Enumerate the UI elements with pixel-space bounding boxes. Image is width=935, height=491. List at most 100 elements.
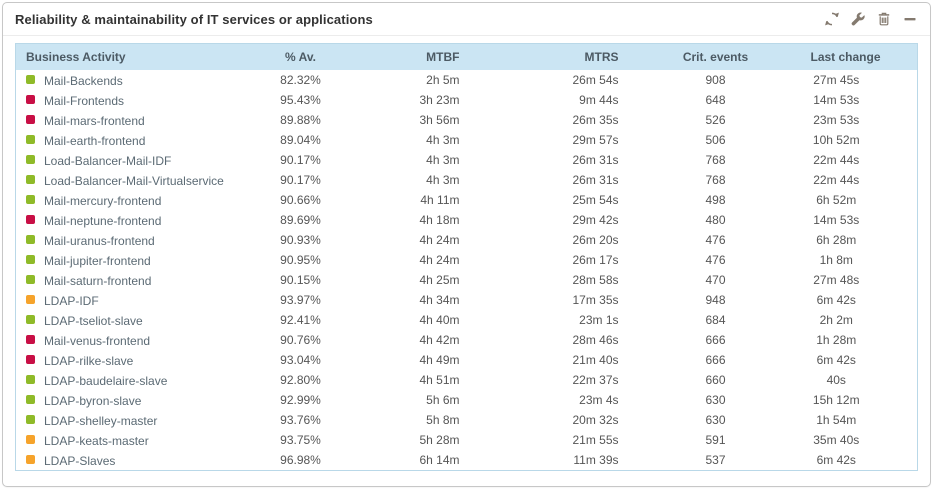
status-green-icon [26, 314, 35, 324]
mtrs-cell: 17m 35s [572, 293, 619, 307]
mtrs-cell: 26m 54s [572, 73, 619, 87]
crit-events-cell: 768 [705, 173, 726, 187]
business-activity-cell[interactable]: Mail-saturn-frontend [16, 270, 241, 290]
widget-header: Reliability & maintainability of IT serv… [3, 3, 930, 36]
crit-events-cell: 506 [705, 133, 726, 147]
activity-name: LDAP-byron-slave [44, 393, 142, 408]
business-activity-cell[interactable]: Load-Balancer-Mail-IDF [16, 150, 241, 170]
activity-name: LDAP-keats-master [44, 433, 149, 448]
business-activity-cell[interactable]: Mail-mercury-frontend [16, 190, 241, 210]
availability-cell: 95.43% [280, 93, 321, 107]
table-row: LDAP-byron-slave 92.99% 5h 6m 23m 4s 630 15h … [16, 390, 918, 410]
last-change-cell: 1h 54m [816, 413, 857, 427]
mtrs-cell: 21m 40s [572, 353, 619, 367]
mtbf-cell: 4h 40m [419, 313, 460, 327]
widget-toolbar [824, 11, 918, 27]
activity-name: Mail-Backends [44, 73, 123, 88]
status-green-icon [26, 274, 35, 284]
table-row: LDAP-Slaves 96.98% 6h 14m 11m 39s 537 6m 42s [16, 450, 918, 471]
status-green-icon [26, 134, 35, 144]
activity-name: Mail-saturn-frontend [44, 273, 152, 288]
wrench-icon[interactable] [850, 11, 866, 27]
column-header-crit-events[interactable]: Crit. events [620, 43, 811, 70]
column-header-mtbf[interactable]: MTBF [360, 43, 466, 70]
last-change-cell: 2h 2m [819, 313, 853, 327]
activity-name: LDAP-IDF [44, 293, 99, 308]
activity-name: Load-Balancer-Mail-Virtualservice [44, 173, 224, 188]
mtbf-cell: 5h 8m [426, 413, 460, 427]
availability-cell: 89.69% [280, 213, 321, 227]
last-change-cell: 22m 44s [813, 153, 860, 167]
status-green-icon [26, 174, 35, 184]
business-activity-cell[interactable]: LDAP-IDF [16, 290, 241, 310]
mtrs-cell: 11m 39s [573, 453, 619, 467]
business-activity-cell[interactable]: Mail-uranus-frontend [16, 230, 241, 250]
availability-cell: 93.97% [280, 293, 321, 307]
mtrs-cell: 23m 4s [579, 393, 619, 407]
crit-events-cell: 526 [705, 113, 726, 127]
business-activity-cell[interactable]: LDAP-rilke-slave [16, 350, 241, 370]
table-row: Load-Balancer-Mail-IDF 90.17% 4h 3m 26m 31s… [16, 150, 918, 170]
crit-events-cell: 630 [705, 393, 726, 407]
activity-name: LDAP-rilke-slave [44, 353, 134, 368]
status-green-icon [26, 414, 35, 424]
mtbf-cell: 4h 18m [419, 213, 460, 227]
last-change-cell: 27m 48s [813, 273, 860, 287]
column-header-business-activity[interactable]: Business Activity [15, 43, 241, 70]
table-row: Mail-mercury-frontend 90.66% 4h 11m 25m 54s… [16, 190, 918, 210]
mtrs-cell: 22m 37s [572, 373, 619, 387]
crit-events-cell: 480 [705, 213, 726, 227]
last-change-cell: 23m 53s [813, 113, 860, 127]
activity-name: Mail-mercury-frontend [44, 193, 162, 208]
business-activity-cell[interactable]: LDAP-tseliot-slave [16, 310, 241, 330]
last-change-cell: 6m 42s [816, 293, 856, 307]
column-header-last-change[interactable]: Last change [810, 43, 918, 70]
availability-cell: 93.76% [280, 413, 321, 427]
column-header-mtrs[interactable]: MTRS [465, 43, 621, 70]
crit-events-cell: 666 [705, 353, 726, 367]
mtbf-cell: 4h 3m [426, 173, 460, 187]
mtrs-cell: 26m 31s [572, 173, 619, 187]
business-activity-cell[interactable]: Mail-Backends [16, 70, 241, 90]
status-green-icon [26, 194, 35, 204]
trash-icon[interactable] [876, 11, 892, 27]
business-activity-cell[interactable]: LDAP-Slaves [16, 450, 241, 471]
business-activity-cell[interactable]: LDAP-baudelaire-slave [16, 370, 241, 390]
mtbf-cell: 5h 28m [419, 433, 460, 447]
status-green-icon [26, 234, 35, 244]
business-activity-cell[interactable]: LDAP-shelley-master [16, 410, 241, 430]
refresh-icon[interactable] [824, 11, 840, 27]
crit-events-cell: 537 [705, 453, 726, 467]
crit-events-cell: 470 [705, 273, 726, 287]
business-activity-cell[interactable]: Mail-venus-frontend [16, 330, 241, 350]
business-activity-cell[interactable]: Load-Balancer-Mail-Virtualservice [16, 170, 241, 190]
business-activity-cell[interactable]: Mail-Frontends [16, 90, 241, 110]
status-orange-icon [26, 454, 35, 464]
last-change-cell: 1h 28m [816, 333, 857, 347]
activity-name: Mail-earth-frontend [44, 133, 146, 148]
crit-events-cell: 948 [705, 293, 726, 307]
table-row: Mail-venus-frontend 90.76% 4h 42m 28m 46s 66… [16, 330, 918, 350]
mtbf-cell: 4h 3m [426, 133, 460, 147]
mtbf-cell: 4h 25m [419, 273, 460, 287]
business-activity-cell[interactable]: Mail-jupiter-frontend [16, 250, 241, 270]
business-activity-cell[interactable]: Mail-neptune-frontend [16, 210, 241, 230]
business-activity-cell[interactable]: Mail-earth-frontend [16, 130, 241, 150]
table-row: Mail-Frontends 95.43% 3h 23m 9m 44s 648 14m 5… [16, 90, 918, 110]
mtrs-cell: 26m 35s [572, 113, 619, 127]
business-activity-cell[interactable]: LDAP-byron-slave [16, 390, 241, 410]
last-change-cell: 27m 45s [813, 73, 860, 87]
business-activity-cell[interactable]: Mail-mars-frontend [16, 110, 241, 130]
crit-events-cell: 591 [705, 433, 726, 447]
mtbf-cell: 4h 11m [420, 193, 460, 207]
table-row: Mail-uranus-frontend 90.93% 4h 24m 26m 20s 4… [16, 230, 918, 250]
activity-name: Mail-mars-frontend [44, 113, 145, 128]
column-header-av[interactable]: % Av. [240, 43, 361, 70]
status-orange-icon [26, 434, 35, 444]
business-activity-cell[interactable]: LDAP-keats-master [16, 430, 241, 450]
mtbf-cell: 3h 23m [419, 93, 460, 107]
mtrs-cell: 26m 31s [572, 153, 619, 167]
minus-icon[interactable] [902, 11, 918, 27]
table-row: Mail-Backends 82.32% 2h 5m 26m 54s 908 27m 45… [16, 70, 918, 90]
mtbf-cell: 4h 49m [419, 353, 460, 367]
